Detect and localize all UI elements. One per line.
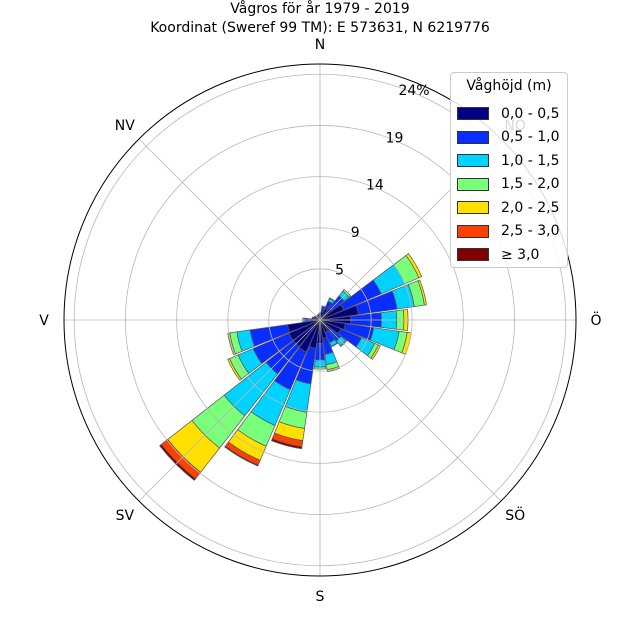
direction-label-4: S (316, 589, 325, 605)
bar-300-bin-1 (313, 315, 317, 319)
legend-entry: 0,5 - 1,0 (457, 126, 561, 150)
legend-swatch (457, 107, 489, 121)
legend-rows: 0,0 - 0,5 0,5 - 1,0 1,0 - 1,5 1,5 - 2,0 2,0 … (457, 102, 561, 267)
legend-swatch (457, 177, 489, 191)
legend-label: ≥ 3,0 (501, 246, 540, 263)
bar-240-bin-4 (227, 358, 242, 381)
legend-entry: 2,5 - 3,0 (457, 220, 561, 244)
direction-label-1: NV (115, 118, 135, 134)
legend-label: 1,0 - 1,5 (501, 152, 560, 169)
chart-subtitle: Koordinat (Sweref 99 TM): E 573631, N 62… (150, 20, 490, 36)
bar-30-bin-3 (328, 297, 335, 302)
grid-spoke-3 (319, 319, 502, 502)
radial-tick-label-3: 19 (386, 130, 404, 146)
legend-entry: 2,0 - 2,5 (457, 196, 561, 220)
grid-spoke-7 (138, 138, 321, 321)
chart-title: Vågros för år 1979 - 2019 (230, 1, 410, 17)
legend-title: Våghöjd (m) (466, 78, 552, 94)
legend-entry: 1,5 - 2,0 (457, 173, 561, 197)
bar-120-bin-4 (370, 344, 381, 360)
legend-swatch (457, 201, 489, 215)
bar-195-bin-6 (271, 438, 303, 450)
legend-entry: 1,0 - 1,5 (457, 149, 561, 173)
legend-label: 0,5 - 1,0 (501, 129, 560, 146)
legend-entry: ≥ 3,0 (457, 243, 561, 267)
grid-layer (63, 63, 577, 577)
radial-tick-label-4: 24% (398, 83, 429, 99)
legend: Våghöjd (m) 0,0 - 0,5 0,5 - 1,0 1,0 - 1,5 1… (450, 72, 568, 268)
bar-345-bin-1 (317, 313, 320, 316)
direction-label-2: V (39, 313, 49, 329)
direction-label-5: SÖ (505, 506, 525, 524)
direction-label-0: N (315, 37, 325, 53)
radial-tick-label-2: 14 (366, 178, 384, 194)
radial-tick-label-0: 5 (335, 263, 344, 279)
legend-swatch (457, 130, 489, 144)
grid-spoke-5 (138, 319, 321, 502)
legend-swatch (457, 248, 489, 262)
legend-swatch (457, 154, 489, 168)
legend-label: 1,5 - 2,0 (501, 176, 560, 193)
legend-label: 0,0 - 0,5 (501, 105, 560, 122)
bar-225-bin-6 (159, 443, 197, 481)
legend-entry: 0,0 - 0,5 (457, 102, 561, 126)
polar-frame (63, 63, 577, 577)
legend-swatch (457, 224, 489, 238)
legend-label: 2,0 - 2,5 (501, 199, 560, 216)
labels-layer: NNVVSVSSÖÖNO59141924% (39, 37, 601, 605)
bars-layer (159, 253, 427, 481)
bar-150-bin-3 (330, 342, 339, 348)
bar-75-bin-4 (417, 279, 427, 306)
radial-tick-label-1: 9 (351, 225, 360, 241)
direction-label-6: Ö (590, 311, 601, 329)
bar-210-bin-6 (224, 445, 259, 467)
legend-label: 2,5 - 3,0 (501, 223, 560, 240)
direction-label-3: SV (116, 508, 135, 524)
bar-60-bin-4 (405, 253, 423, 279)
